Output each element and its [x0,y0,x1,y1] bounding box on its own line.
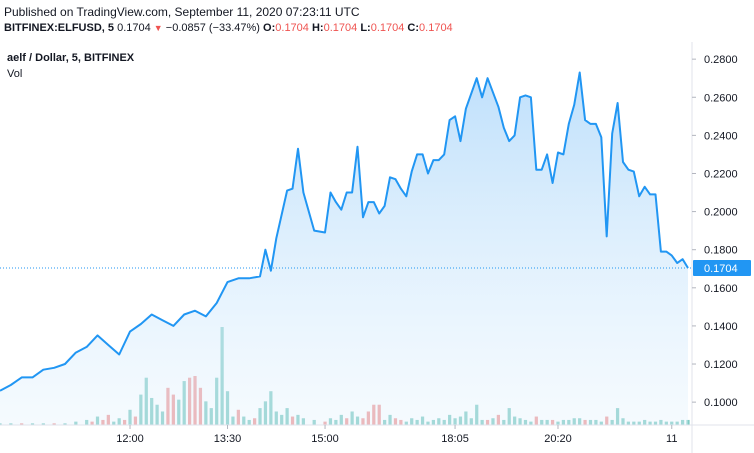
close-label: C: [407,22,420,34]
down-arrow-icon: ▼ [153,23,163,33]
last-price-badge-label: 0.1704 [704,263,738,275]
price-tick-label: 0.2200 [704,168,738,180]
low-label: L: [360,22,371,34]
time-tick-label: 20:20 [544,433,572,445]
time-axis: 12:00 13:30 15:00 18:05 20:20 11 [0,424,754,445]
open-label: O: [263,22,276,34]
last-price: 0.1704 [117,22,151,34]
volume-legend-label[interactable]: Vol [7,68,23,80]
price-tick-label: 0.1800 [704,245,738,257]
time-tick-label: 13:30 [214,433,242,445]
chart-header: Published on TradingView.com, September … [0,0,754,42]
price-axis: 0.1000 0.1200 0.1400 0.1600 0.1800 0.2000 0.22… [691,42,751,453]
close-value: 0.1704 [419,22,453,34]
high-value: 0.1704 [323,22,358,34]
time-tick-label: 12:00 [116,433,144,445]
published-notice: Published on TradingView.com, September … [4,5,360,19]
price-area-fill [0,72,688,425]
price-tick-label: 0.2400 [704,130,738,142]
time-tick-label: 15:00 [311,433,339,445]
price-tick-label: 0.1400 [704,321,738,333]
price-tick-label: 0.2600 [704,92,738,104]
high-label: H: [311,22,324,34]
price-tick-label: 0.1000 [704,397,738,409]
time-tick-label: 11 [666,433,677,445]
price-line [0,71,689,392]
price-tick-label: 0.2800 [704,54,738,66]
price-tick-label: 0.1600 [704,283,738,295]
low-value: 0.1704 [370,22,405,34]
series-legend-title[interactable]: aelf / Dollar, 5, BITFINEX [7,52,135,64]
price-area [0,71,692,425]
price-tick-label: 0.2000 [704,207,738,219]
price-tick-label: 0.1200 [704,359,738,371]
symbol-name: BITFINEX:ELFUSD, 5 [4,22,115,34]
open-value: 0.1704 [275,22,309,34]
symbol-quote-line: BITFINEX:ELFUSD, 5 0.1704 ▼ −0.0857 (−33… [4,22,453,34]
time-tick-label: 18:05 [441,433,469,445]
last-price-badge [693,259,751,276]
price-change: −0.0857 (−33.47%) [165,22,260,34]
